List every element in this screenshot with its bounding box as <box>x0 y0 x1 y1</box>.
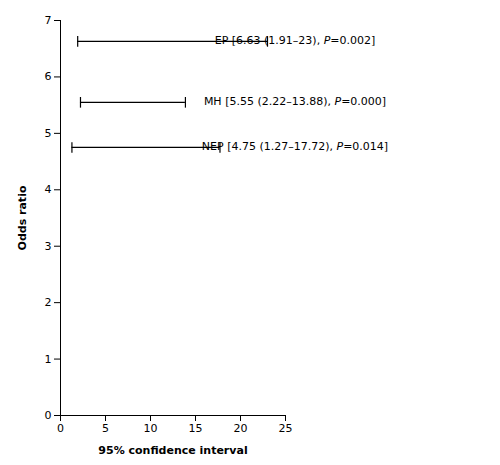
svg-text:2: 2 <box>45 296 52 309</box>
svg-text:4: 4 <box>45 183 52 196</box>
svg-text:6: 6 <box>45 70 52 83</box>
svg-text:95% confidence interval: 95% confidence interval <box>98 444 247 457</box>
svg-text:7: 7 <box>45 14 52 27</box>
svg-text:15: 15 <box>189 422 203 435</box>
svg-text:1: 1 <box>45 353 52 366</box>
svg-text:NEP [4.75 (1.27–17.72), P=0.01: NEP [4.75 (1.27–17.72), P=0.014] <box>202 140 388 153</box>
svg-text:3: 3 <box>45 240 52 253</box>
svg-text:EP [6.63 (1.91–23), P=0.002]: EP [6.63 (1.91–23), P=0.002] <box>215 34 376 47</box>
svg-text:5: 5 <box>45 127 52 140</box>
svg-text:5: 5 <box>102 422 109 435</box>
svg-text:25: 25 <box>279 422 293 435</box>
svg-text:20: 20 <box>234 422 248 435</box>
svg-text:10: 10 <box>144 422 158 435</box>
svg-text:0: 0 <box>45 409 52 422</box>
svg-text:0: 0 <box>57 422 64 435</box>
svg-text:Odds ratio: Odds ratio <box>16 185 29 250</box>
svg-text:MH [5.55 (2.22–13.88), P=0.000: MH [5.55 (2.22–13.88), P=0.000] <box>204 95 386 108</box>
